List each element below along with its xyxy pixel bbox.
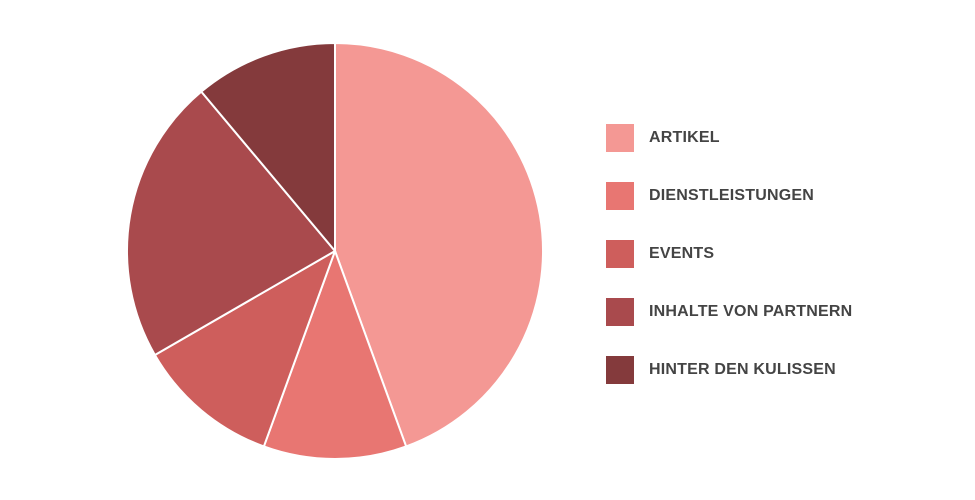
legend-item-inhalte-von-partnern: INHALTE VON PARTNERN: [606, 298, 852, 326]
legend-label: ARTIKEL: [649, 129, 720, 146]
legend-item-events: EVENTS: [606, 240, 852, 268]
legend-item-dienstleistungen: DIENSTLEISTUNGEN: [606, 182, 852, 210]
legend-item-artikel: ARTIKEL: [606, 124, 852, 152]
pie-slice-inhalte-von-partnern: [126, 90, 336, 356]
legend-label: INHALTE VON PARTNERN: [649, 303, 853, 320]
pie-slice-dienstleistungen: [262, 250, 408, 460]
pie-slice-hinter-den-kulissen: [200, 42, 336, 252]
legend-label: DIENSTLEISTUNGEN: [649, 187, 814, 204]
legend-item-hinter-den-kulissen: HINTER DEN KULISSEN: [606, 356, 852, 384]
legend-label: EVENTS: [649, 245, 715, 262]
legend: ARTIKEL DIENSTLEISTUNGEN EVENTS INHALTE …: [606, 124, 852, 414]
pie-slice-events: [153, 250, 336, 448]
legend-swatch: [606, 124, 634, 152]
legend-swatch: [606, 240, 634, 268]
legend-label: HINTER DEN KULISSEN: [649, 361, 836, 378]
legend-swatch: [606, 356, 634, 384]
legend-swatch: [606, 298, 634, 326]
pie-slice-artikel: [334, 42, 544, 448]
legend-swatch: [606, 182, 634, 210]
